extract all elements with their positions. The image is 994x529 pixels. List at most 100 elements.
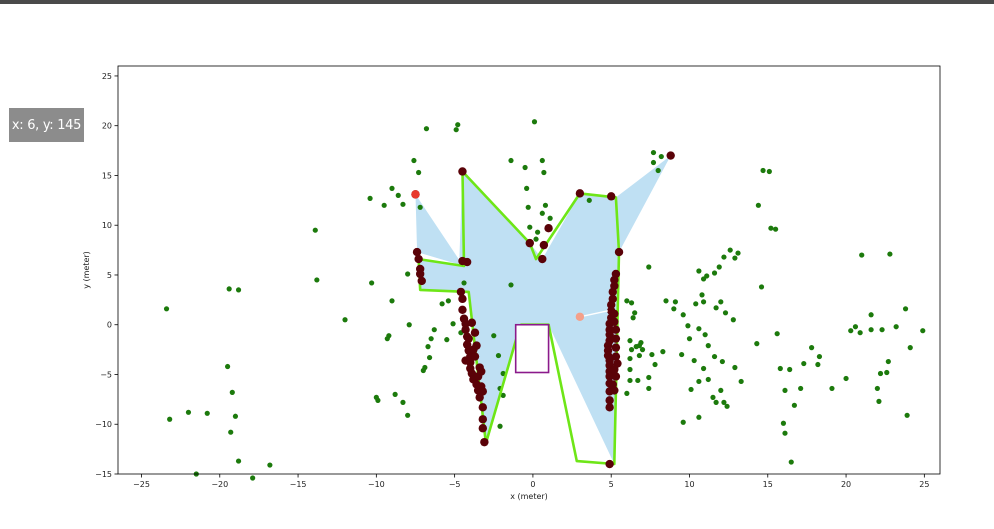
obstacle-point-103	[679, 351, 685, 358]
boundary-point-73	[610, 317, 619, 326]
x-tick-label: −25	[133, 480, 150, 489]
obstacle-point-60	[522, 164, 528, 171]
obstacle-point-76	[630, 315, 636, 321]
obstacle-point-80	[627, 355, 633, 362]
obstacle-point-83	[624, 390, 630, 396]
y-tick-2: −5	[100, 370, 118, 379]
obstacle-point-133	[705, 343, 711, 349]
obstacle-point-108	[680, 419, 686, 425]
obstacle-point-145	[774, 331, 780, 337]
obstacle-point-1	[167, 416, 173, 422]
obstacle-point-130	[730, 317, 736, 323]
target-marker	[575, 312, 585, 321]
obstacle-point-75	[628, 300, 635, 306]
free-space-layer	[415, 155, 671, 464]
obstacle-point-169	[893, 324, 899, 330]
obstacle-point-144	[773, 226, 779, 232]
obstacle-point-18	[369, 280, 375, 286]
obstacle-point-45	[450, 321, 456, 327]
boundary-point-8	[462, 257, 472, 267]
boundary-point-83	[605, 459, 614, 469]
obstacle-point-156	[829, 385, 835, 392]
obstacle-points-layer	[163, 119, 926, 481]
boundary-point-60	[605, 330, 614, 339]
obstacle-point-23	[389, 298, 395, 304]
obstacle-point-106	[688, 386, 694, 393]
boundary-point-68	[605, 372, 614, 381]
y-tick-1: −10	[95, 420, 118, 429]
boundary-point-49	[614, 247, 624, 257]
obstacle-point-62	[525, 204, 531, 210]
obstacle-point-93	[650, 149, 657, 156]
obstacle-point-7	[225, 363, 231, 370]
boundary-point-13	[461, 319, 470, 328]
obstacle-point-91	[646, 385, 652, 392]
obstacle-point-40	[426, 354, 433, 361]
x-tick-1: −20	[211, 474, 228, 489]
obstacle-point-8	[229, 389, 235, 395]
boundary-point-1	[412, 247, 422, 257]
obstacle-point-38	[428, 336, 434, 342]
x-tick-label: −10	[368, 480, 385, 489]
obstacle-point-63	[527, 224, 533, 230]
boundary-point-35	[470, 352, 480, 361]
y-axis: −15 −10 −5 0 5 10 15 20 25	[95, 72, 118, 479]
obstacle-point-15	[314, 277, 320, 283]
obstacle-point-71	[508, 282, 514, 288]
obstacle-point-44	[445, 298, 451, 304]
obstacle-point-112	[713, 399, 719, 405]
boundary-point-51	[610, 275, 619, 285]
boundary-point-55	[607, 300, 616, 310]
obstacle-point-35	[417, 204, 423, 210]
obstacle-point-61	[524, 185, 530, 191]
x-tick-5: 0	[530, 474, 535, 489]
obstacle-point-42	[420, 367, 426, 374]
x-tick-0: −25	[133, 474, 150, 489]
boundary-point-44	[544, 224, 553, 233]
obstacle-point-9	[232, 413, 239, 419]
obstacle-point-155	[815, 361, 821, 368]
obstacle-point-16	[342, 317, 348, 323]
boundary-point-76	[611, 343, 621, 352]
obstacle-point-46	[453, 127, 459, 133]
start-marker	[411, 190, 420, 199]
obstacle-point-49	[444, 337, 450, 343]
obstacle-point-89	[639, 347, 646, 353]
obstacle-point-26	[405, 412, 411, 418]
obstacle-point-146	[777, 365, 783, 372]
boundary-point-72	[610, 309, 619, 318]
x-tick-6: 5	[609, 474, 614, 489]
obstacle-point-137	[738, 378, 744, 385]
obstacle-point-170	[887, 251, 893, 257]
free-space-region	[415, 155, 671, 464]
obstacle-point-120	[721, 254, 727, 260]
obstacle-point-123	[735, 250, 741, 256]
obstacle-point-110	[705, 376, 711, 383]
obstacle-point-161	[868, 312, 874, 318]
x-tick-label: −5	[449, 480, 461, 489]
obstacle-point-72	[586, 197, 592, 203]
boundary-point-4	[415, 269, 425, 279]
obstacle-point-168	[885, 358, 891, 365]
obstacle-point-149	[782, 430, 788, 436]
obstacle-point-53	[495, 352, 502, 359]
obstacle-point-104	[691, 357, 697, 364]
boundary-point-79	[610, 365, 619, 374]
y-tick-label: −10	[95, 420, 112, 429]
vehicle-layer	[514, 323, 550, 374]
y-tick-label: 0	[107, 321, 112, 330]
obstacle-point-128	[718, 299, 724, 305]
obstacle-point-0	[163, 306, 170, 312]
y-axis-label: y (meter)	[82, 251, 91, 289]
boundary-point-46	[575, 189, 585, 198]
target-heading-line	[579, 310, 609, 318]
boundary-point-82	[610, 386, 619, 395]
x-tick-2: −15	[290, 474, 307, 489]
boundary-point-10	[458, 294, 467, 304]
obstacle-point-157	[848, 328, 854, 334]
obstacle-point-150	[788, 459, 794, 465]
obstacle-point-58	[497, 423, 503, 429]
obstacle-point-37	[431, 327, 437, 333]
y-tick-label: 10	[102, 221, 112, 230]
